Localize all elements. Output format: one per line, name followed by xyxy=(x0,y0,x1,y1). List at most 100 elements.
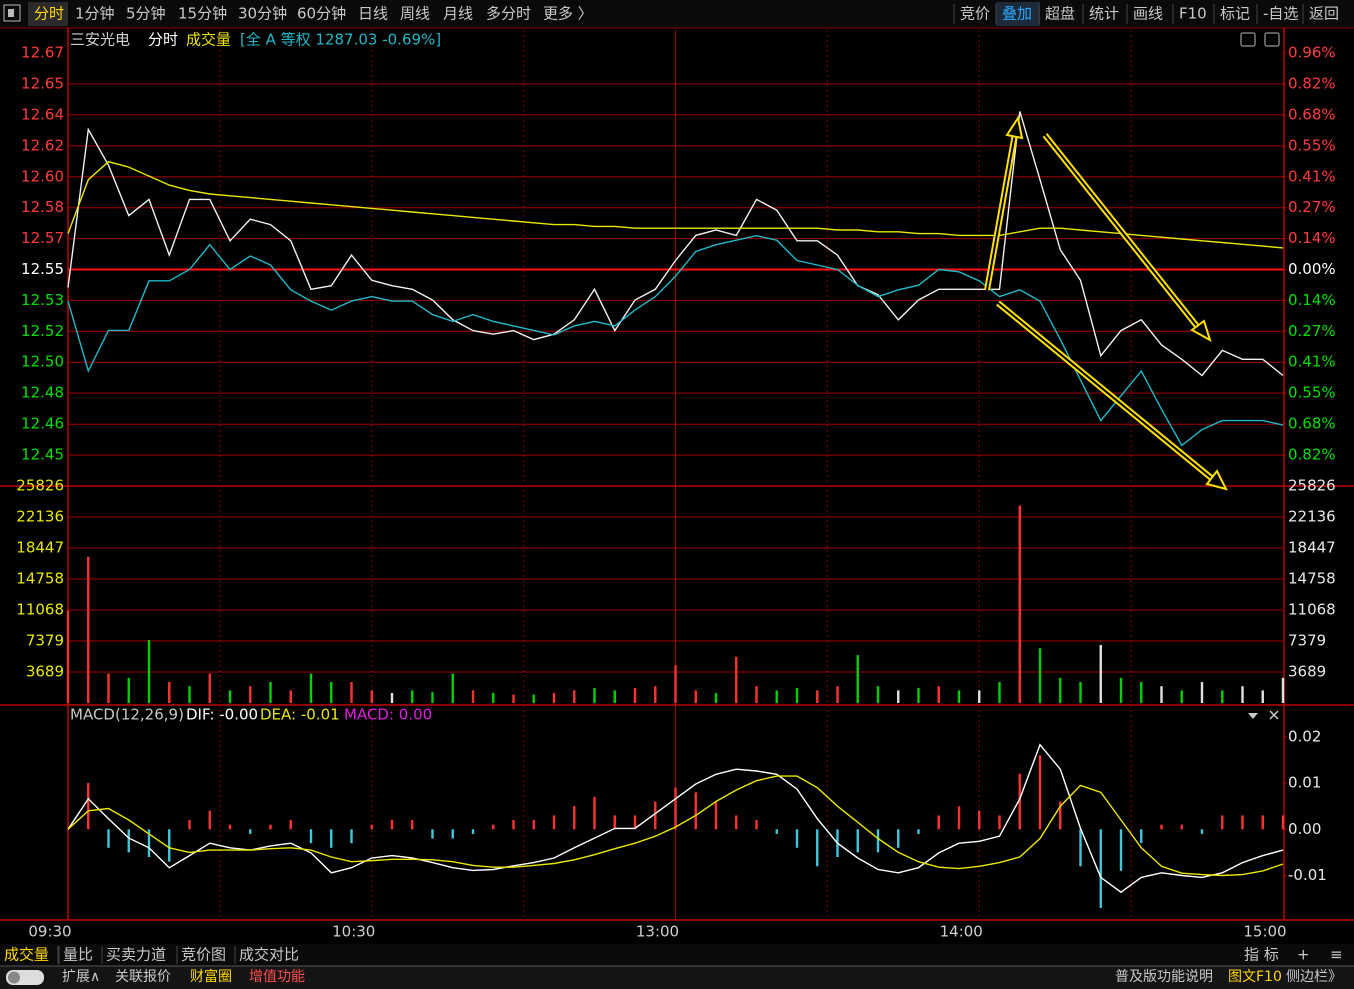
x-tick-label: 09:30 xyxy=(28,923,71,941)
close-icon[interactable] xyxy=(1269,710,1279,720)
toolbar-tab[interactable]: 月线 xyxy=(443,5,473,23)
toolbar-button[interactable]: 叠加 xyxy=(1002,5,1032,23)
bottom-button[interactable]: + xyxy=(1297,946,1310,964)
volume-bar xyxy=(978,690,981,703)
y-tick-label: 12.55 xyxy=(21,260,64,278)
volume-bar xyxy=(451,673,454,703)
y2-tick-label: 0.02 xyxy=(1288,727,1321,745)
macd-bar xyxy=(390,820,394,830)
x-tick-label: 15:00 xyxy=(1243,923,1286,941)
layout-icon[interactable] xyxy=(1264,32,1280,47)
toolbar-button[interactable]: 超盘 xyxy=(1045,5,1075,23)
toolbar-tab[interactable]: 日线 xyxy=(358,5,388,23)
status-item[interactable]: 侧边栏》 xyxy=(1286,969,1342,985)
active-button-bg xyxy=(996,2,1040,26)
y-tick-label: 18447 xyxy=(16,539,64,557)
macd-bar xyxy=(1241,815,1244,830)
macd-bar xyxy=(1200,829,1204,834)
status-item[interactable]: 财富圈 xyxy=(190,968,232,985)
macd-bar xyxy=(350,829,353,844)
volume-bar xyxy=(492,692,495,703)
toolbar-tab[interactable]: 更多 〉 xyxy=(543,5,593,23)
toolbar-button[interactable]: -自选 xyxy=(1263,5,1298,23)
volume-bar xyxy=(269,681,272,703)
bottom-tab[interactable]: 成交对比 xyxy=(239,946,299,964)
volume-bar xyxy=(370,690,373,703)
y2-tick-label: 0.55% xyxy=(1288,136,1336,154)
toolbar-button[interactable]: 统计 xyxy=(1089,5,1119,23)
volume-bar xyxy=(249,686,252,703)
toolbar-tab[interactable]: 30分钟 xyxy=(238,5,287,23)
menu-icon-inner xyxy=(8,9,14,17)
status-item[interactable]: 扩展∧ xyxy=(62,969,100,985)
macd-bar xyxy=(573,806,576,830)
toolbar-bg xyxy=(0,0,1354,28)
y2-tick-label: 0.68% xyxy=(1288,106,1336,124)
arrow-head xyxy=(1190,319,1212,343)
macd-bar xyxy=(1119,829,1123,871)
toolbar-tab[interactable]: 60分钟 xyxy=(297,5,346,23)
y-tick-label: 12.57 xyxy=(21,229,64,247)
status-item[interactable]: 普及版功能说明 xyxy=(1115,969,1213,985)
toolbar-button[interactable]: 返回 xyxy=(1309,5,1339,23)
expand-icon[interactable] xyxy=(1240,32,1256,47)
macd-value-label: MACD: 0.00 xyxy=(344,706,432,724)
bottom-tab[interactable]: 买卖力道 xyxy=(106,946,166,964)
bottom-tab[interactable]: 量比 xyxy=(63,946,93,964)
toolbar-button[interactable]: F10 xyxy=(1179,5,1207,23)
macd-bar xyxy=(775,829,778,834)
menu-icon[interactable] xyxy=(3,4,21,22)
toolbar-tab[interactable]: 1分钟 xyxy=(75,5,115,23)
bottom-tab[interactable]: 成交量 xyxy=(4,946,49,964)
macd-bar xyxy=(168,829,171,862)
bottom-tabs-bg xyxy=(0,944,1354,966)
toolbar-button[interactable]: 画线 xyxy=(1133,5,1163,23)
arrow-head xyxy=(1005,115,1024,140)
y2-tick-label: 0.41% xyxy=(1288,167,1336,185)
volume-bar xyxy=(1200,681,1204,703)
toolbar-tab[interactable]: 多分时 xyxy=(486,5,531,23)
volume-bar xyxy=(168,681,171,703)
macd-bar xyxy=(856,829,859,853)
toolbar-tab[interactable]: 15分钟 xyxy=(178,5,227,23)
toolbar-button[interactable]: 竞价 xyxy=(960,5,990,23)
status-item[interactable]: 增值功能 xyxy=(249,969,305,985)
macd-bar xyxy=(411,820,414,830)
macd-line xyxy=(67,743,1284,894)
y-tick-label: 12.45 xyxy=(21,446,64,464)
indicator-label: 成交量 xyxy=(186,31,231,49)
bottom-tab[interactable]: 竞价图 xyxy=(181,946,226,964)
volume-bar xyxy=(633,687,637,703)
volume-bar xyxy=(1119,677,1123,703)
macd-dif-label: DIF: -0.00 xyxy=(186,706,258,724)
bottom-button[interactable]: ≡ xyxy=(1330,946,1343,964)
status-item[interactable]: 图文F10 xyxy=(1228,969,1282,985)
y-tick-label: 12.65 xyxy=(21,74,64,92)
volume-bar xyxy=(1160,686,1163,703)
y-tick-label: 7379 xyxy=(26,631,64,649)
toolbar-tab[interactable]: 周线 xyxy=(400,5,430,23)
bottom-bars: 成交量 量比 买卖力道 竞价图 成交对比 指 标 + ≡ 扩展∧ 关联报价 财富圈 增值功能 普及版功能… xyxy=(4,946,1343,986)
volume-bar xyxy=(1079,681,1082,703)
active-tab-bg xyxy=(28,2,68,26)
y2-tick-label: 0.41% xyxy=(1288,353,1336,371)
x-tick-label: 14:00 xyxy=(940,923,983,941)
volume-bar xyxy=(694,690,697,703)
macd-bar xyxy=(431,829,434,839)
dropdown-icon[interactable] xyxy=(1248,713,1258,719)
toolbar-tab[interactable]: 分时 xyxy=(34,5,64,23)
volume-bar xyxy=(674,665,677,703)
macd-bar xyxy=(330,829,333,848)
volume-bar xyxy=(330,681,333,703)
toolbar-tab[interactable]: 5分钟 xyxy=(126,5,166,23)
volume-bar xyxy=(289,690,292,703)
volume-bar xyxy=(208,673,211,703)
toolbar-button[interactable]: 标记 xyxy=(1220,5,1250,23)
price-line xyxy=(67,160,1284,249)
bottom-button[interactable]: 指 标 xyxy=(1244,946,1279,964)
volume-bar xyxy=(66,610,70,703)
status-item[interactable]: 关联报价 xyxy=(115,969,171,985)
volume-bar xyxy=(856,655,859,703)
macd-bar xyxy=(674,787,677,830)
macd-bar xyxy=(694,792,697,830)
